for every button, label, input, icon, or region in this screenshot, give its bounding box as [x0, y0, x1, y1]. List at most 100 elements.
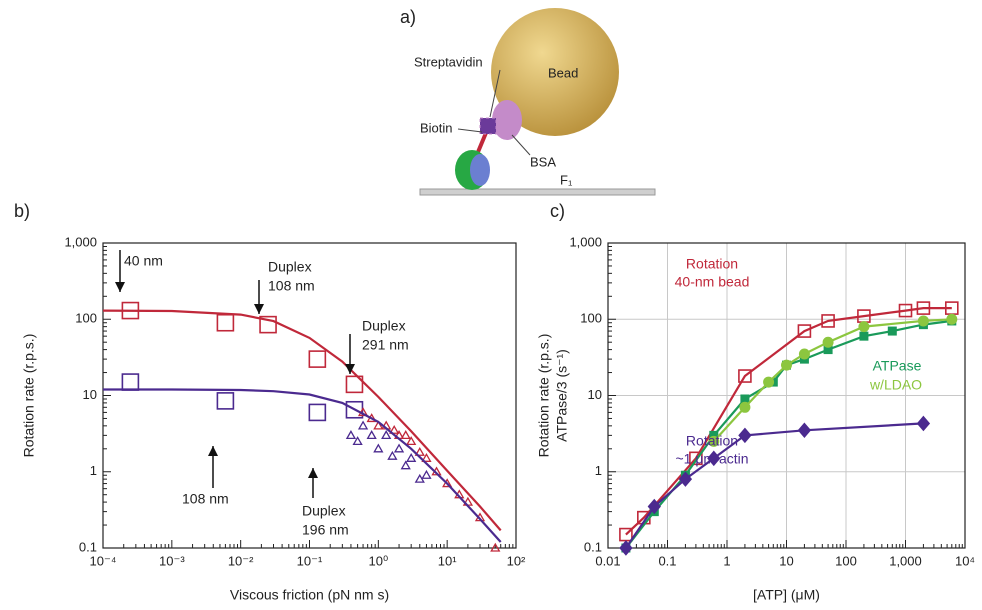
marker [373, 443, 384, 453]
marker [366, 430, 377, 440]
panel-a: a) Streptavidin Bead Biotin BSA F₁ [400, 7, 656, 196]
x-tick-label: 1,000 [889, 553, 922, 568]
marker [898, 303, 913, 318]
y-tick-label: 0.1 [584, 539, 602, 554]
marker [763, 376, 775, 388]
plot-frame [607, 242, 966, 549]
x-tick-label: 1 [723, 553, 730, 568]
marker [421, 469, 432, 479]
annotation: Duplex [302, 503, 346, 519]
series-label: Rotation [686, 433, 738, 449]
y-tick-label: 1 [90, 463, 97, 478]
marker [389, 424, 400, 434]
x-tick-label: 10¹ [438, 553, 457, 568]
series-label: ATPase [873, 358, 922, 374]
bsa [492, 100, 522, 140]
fit-line [102, 309, 502, 532]
marker [619, 540, 633, 556]
label: Bead [548, 65, 578, 80]
arrow-head [345, 364, 355, 374]
marker [917, 315, 929, 327]
marker [797, 324, 812, 338]
surface [419, 188, 656, 196]
series-line [625, 319, 952, 549]
marker [707, 450, 721, 467]
pointer [511, 134, 531, 156]
marker [859, 331, 869, 341]
pointer [457, 128, 483, 133]
marker [406, 436, 417, 446]
marker [887, 326, 897, 336]
marker [216, 313, 235, 332]
annotation: Duplex [362, 318, 406, 334]
marker [406, 453, 417, 462]
marker [490, 542, 501, 552]
arrow-head [308, 468, 318, 478]
series-line [625, 307, 952, 536]
y-tick-label: 10 [83, 387, 97, 402]
y-axis-label: ATPase/3 (s⁻¹) [554, 349, 570, 442]
series-label: w/LDAO [869, 377, 922, 393]
y-tick-label: 100 [580, 311, 602, 326]
x-tick-label: 10⁻³ [159, 553, 185, 568]
x-tick-label: 10⁰ [368, 553, 388, 568]
label: Streptavidin [414, 54, 483, 69]
series-label: ~1 μm actin [675, 451, 748, 467]
marker [352, 436, 363, 446]
annotation: 291 nm [362, 337, 409, 353]
marker [121, 373, 140, 391]
x-tick-label: 10⁻² [228, 553, 254, 568]
x-axis-label: Viscous friction (pN nm s) [230, 587, 389, 603]
marker [421, 453, 432, 462]
marker [916, 301, 931, 315]
streptavidin [479, 117, 497, 135]
y-axis-label: Rotation rate (r.p.s.) [536, 334, 552, 458]
marker [798, 348, 810, 360]
marker [345, 430, 357, 440]
annotation: 196 nm [302, 522, 349, 538]
plot-frame [102, 242, 517, 549]
marker [781, 359, 792, 371]
pointer [489, 69, 501, 118]
fit-line [103, 388, 502, 543]
y-tick-label: 100 [75, 311, 97, 326]
marker [259, 315, 277, 334]
marker [678, 471, 693, 487]
x-tick-label: 10² [507, 553, 526, 568]
marker [916, 415, 931, 432]
x-tick-label: 10⁻⁴ [90, 553, 117, 568]
annotation: Duplex [268, 259, 312, 275]
panel-label: a) [400, 7, 416, 27]
y-axis-label: Rotation rate (r.p.s.) [21, 334, 37, 458]
x-tick-label: 100 [835, 553, 857, 568]
arrow-head [208, 446, 218, 456]
marker [308, 403, 327, 422]
marker [393, 443, 405, 453]
x-tick-label: 10 [779, 553, 793, 568]
marker [400, 460, 411, 470]
marker [689, 451, 703, 466]
x-tick-label: 10⁻¹ [297, 553, 323, 568]
arrow-head [115, 282, 125, 292]
panel-label: b) [14, 201, 30, 221]
marker [216, 392, 235, 410]
label: Biotin [420, 120, 453, 135]
arrow-head [254, 304, 264, 314]
marker [821, 314, 835, 328]
f1-blue [470, 154, 490, 186]
marker [858, 321, 870, 333]
y-tick-label: 10 [588, 387, 602, 402]
marker [708, 435, 720, 447]
y-tick-label: 1,000 [569, 234, 602, 249]
marker [739, 401, 751, 413]
y-tick-label: 1 [595, 463, 602, 478]
series-label: 40-nm bead [675, 274, 750, 290]
series-label: Rotation [686, 256, 738, 272]
marker [647, 498, 661, 515]
x-tick-label: 0.01 [595, 553, 620, 568]
marker [373, 420, 384, 430]
annotation: 40 nm [124, 253, 163, 269]
marker [822, 336, 834, 348]
marker [357, 420, 369, 430]
